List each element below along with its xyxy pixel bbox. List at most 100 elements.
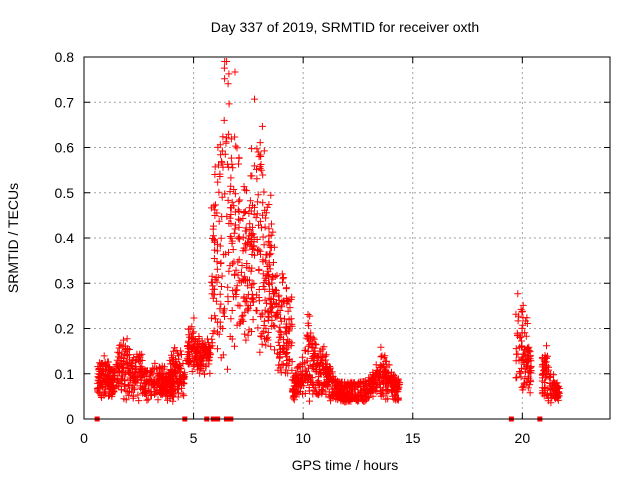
data-point [175,364,183,372]
data-point [244,235,252,243]
data-point [256,348,264,356]
data-point [216,318,224,326]
data-point [186,325,194,333]
data-point [544,390,551,398]
data-point [193,356,201,364]
data-point [542,354,550,362]
data-point [125,346,133,353]
data-point [171,344,179,352]
data-point [384,395,392,403]
data-point [102,361,110,369]
data-point [209,232,217,240]
data-point [166,356,174,364]
data-point [308,381,316,388]
data-point [112,361,120,369]
data-point [154,396,162,404]
data-point [114,348,122,356]
data-point [115,382,123,390]
data-point [141,387,149,395]
data-point [216,305,224,313]
data-point [261,296,269,304]
data-point [286,304,294,312]
data-point [231,190,239,198]
data-point [388,386,395,394]
data-point [187,346,195,354]
data-point [247,267,255,275]
data-point [158,383,165,391]
data-point [369,380,377,388]
data-point [223,134,231,142]
data-point [209,330,217,338]
data-point [188,368,196,375]
data-point [382,370,390,378]
data-point [174,352,182,360]
plot-frame [83,56,611,420]
data-point [232,266,240,274]
data-point [384,387,392,395]
data-point [290,373,297,381]
data-point [263,251,271,259]
data-point [295,371,303,379]
data-point [539,387,547,395]
data-point [226,233,234,240]
data-point [262,214,270,222]
data-point [225,248,232,256]
data-point [544,397,552,405]
data-point [230,186,238,193]
data-point [227,315,235,323]
data-point [259,199,267,207]
data-point [174,393,182,401]
data-point [261,223,269,231]
data-point [117,360,125,368]
data-point [218,158,225,166]
data-point [260,188,268,196]
data-point [352,391,360,399]
data-point [244,305,252,313]
data-point [240,209,248,216]
data-point [166,381,174,389]
data-point [260,147,268,155]
data-point [383,363,391,371]
y-tick-label: 0.4 [55,230,75,246]
data-point [242,246,250,254]
data-point [309,344,317,352]
data-point [269,228,277,236]
data-point [214,345,221,353]
data-point [284,336,292,344]
data-point [513,373,521,381]
data-point [282,285,290,293]
data-point [235,215,242,223]
data-point [381,352,389,360]
data-point [216,242,224,250]
data-point [227,154,235,162]
data-point [267,250,275,258]
data-point [211,246,219,254]
data-point [265,313,273,321]
data-point [219,133,227,141]
data-point [294,381,302,388]
data-point [259,270,267,278]
data-point [230,202,238,210]
data-point [259,256,267,264]
data-point [243,187,250,195]
data-point [278,361,286,368]
data-point [312,368,320,376]
data-point [133,356,141,364]
data-point [160,374,168,382]
y-tick-label: 0.8 [55,49,75,65]
data-point [220,116,228,124]
data-point [253,236,261,243]
data-point [239,311,247,319]
data-point [265,259,273,267]
data-point [298,353,306,361]
data-point [249,316,257,324]
data-point [216,290,224,298]
data-point [268,220,275,228]
data-point [275,361,283,369]
data-point [218,193,226,201]
data-point [232,142,240,150]
data-point [391,392,399,400]
data-point [151,359,159,367]
data-point [543,362,551,370]
data-point [190,361,198,369]
